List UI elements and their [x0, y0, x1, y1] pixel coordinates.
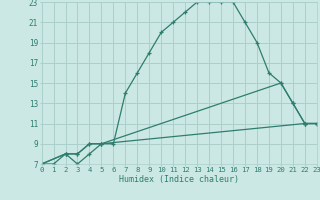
X-axis label: Humidex (Indice chaleur): Humidex (Indice chaleur): [119, 175, 239, 184]
